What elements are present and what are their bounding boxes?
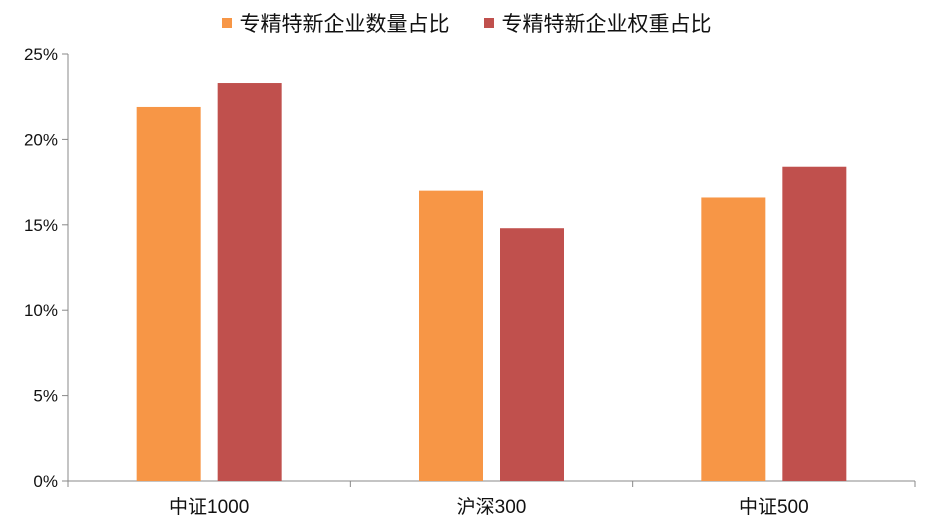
- legend-label-count-share: 专精特新企业数量占比: [239, 12, 450, 36]
- y-tick-label: 15%: [24, 216, 58, 235]
- bar: [136, 106, 201, 481]
- bar: [782, 166, 847, 481]
- bar: [419, 190, 483, 481]
- legend-swatch-weight-share: [483, 18, 494, 28]
- y-tick-label: 5%: [33, 387, 58, 406]
- legend: 专精特新企业数量占比 专精特新企业权重占比: [0, 8, 933, 38]
- bar: [500, 228, 564, 481]
- x-tick-label: 沪深300: [457, 496, 527, 518]
- x-tick-label: 中证1000: [169, 496, 249, 518]
- y-tick-label: 10%: [24, 301, 58, 320]
- bar: [701, 197, 766, 482]
- legend-swatch-count-share: [221, 18, 232, 28]
- legend-item-count-share: 专精特新企业数量占比: [221, 8, 450, 38]
- x-tick-label: 中证500: [739, 496, 809, 518]
- bar: [217, 83, 282, 481]
- y-tick-label: 25%: [24, 45, 58, 64]
- legend-item-weight-share: 专精特新企业权重占比: [483, 8, 712, 38]
- y-tick-label: 0%: [33, 472, 58, 491]
- legend-label-weight-share: 专精特新企业权重占比: [501, 12, 712, 36]
- y-tick-label: 20%: [24, 130, 58, 149]
